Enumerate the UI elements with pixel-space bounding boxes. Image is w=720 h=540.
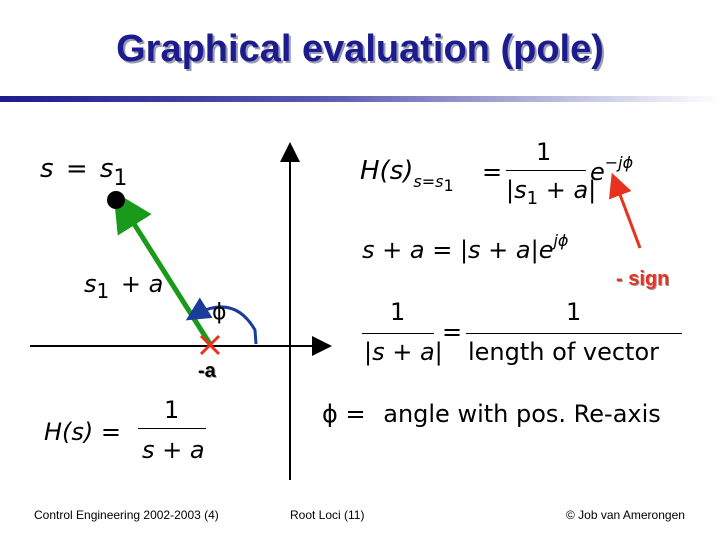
title-underline — [0, 96, 720, 102]
slide-title: Graphical evaluation (pole) — [116, 28, 604, 70]
eq4: ϕ = angle with pos. Re-axis — [322, 400, 661, 428]
transfer-function-denominator: s + a — [142, 436, 205, 464]
eq3-right-numerator: 1 — [566, 298, 582, 326]
s1-point — [107, 191, 125, 209]
pole-marker — [199, 334, 221, 356]
point-label: s = s1 — [40, 154, 128, 191]
vector-label: s1 + a — [84, 270, 164, 303]
transfer-function-numerator: 1 — [164, 396, 180, 424]
eq1-exponential: e−jϕ — [590, 153, 634, 186]
footer-course: Control Engineering 2002-2003 (4) — [34, 508, 219, 522]
eq3-left-numerator: 1 — [390, 298, 406, 326]
eq3-right-denominator: length of vector — [468, 338, 660, 366]
sign-note: - sign — [616, 268, 670, 290]
sign-arrow — [608, 172, 642, 249]
vector-arrow — [113, 191, 213, 346]
eq1-denominator: |s1 + a| — [506, 176, 597, 209]
eq1-numerator: 1 — [536, 138, 552, 166]
eq1-equals: = — [482, 158, 503, 186]
footer-author: © Job van Amerongen — [566, 508, 685, 522]
transfer-function-lhs: H(s) = — [44, 418, 122, 446]
eq3-left-denominator: |s + a| — [364, 338, 443, 366]
footer-section: Root Loci (11) — [290, 508, 365, 522]
pole-label: -a — [198, 360, 216, 382]
eq1-lhs: H(s)s=s1 — [360, 156, 454, 195]
angle-label: ϕ — [212, 300, 227, 325]
eq3-equals: = — [442, 318, 463, 346]
eq2: s + a = |s + a|ejϕ — [362, 231, 569, 264]
